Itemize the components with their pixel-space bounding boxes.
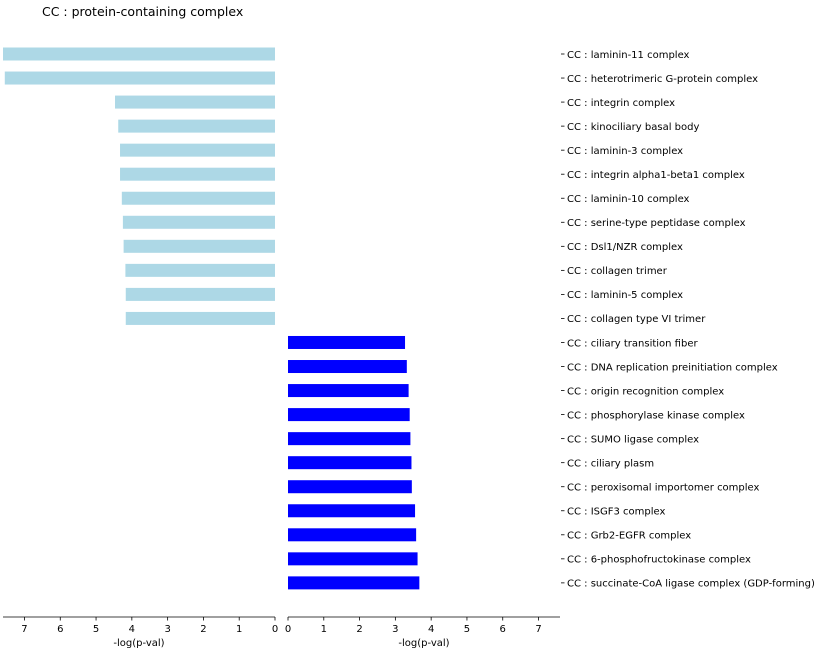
category-label: CC : kinociliary basal body <box>567 122 699 133</box>
bar <box>123 239 275 253</box>
x-tick-label: 4 <box>428 624 434 635</box>
bar <box>288 576 420 590</box>
x-tick-label: 1 <box>236 624 242 635</box>
x-tick-label: 3 <box>392 624 398 635</box>
x-tick-label: 5 <box>93 624 99 635</box>
x-tick-label: 4 <box>129 624 135 635</box>
x-tick-label: 3 <box>164 624 170 635</box>
x-tick-label: 0 <box>272 624 278 635</box>
x-tick-label: 7 <box>21 624 27 635</box>
bar <box>122 215 275 229</box>
bar <box>288 360 407 374</box>
bar <box>115 95 275 109</box>
category-label: CC : ciliary plasm <box>567 458 654 469</box>
left-x-axis-label: -log(p-val) <box>113 638 164 649</box>
category-label: CC : ISGF3 complex <box>567 507 665 518</box>
bar <box>288 456 412 470</box>
chart-title: CC : protein-containing complex <box>42 4 244 19</box>
bar <box>288 408 410 422</box>
category-label: CC : integrin complex <box>567 98 675 109</box>
x-tick-label: 5 <box>464 624 470 635</box>
category-label: CC : peroxisomal importomer complex <box>567 483 760 494</box>
bar <box>288 335 406 349</box>
category-label: CC : laminin-10 complex <box>567 194 690 205</box>
left-panel-bars <box>3 47 276 325</box>
bar <box>120 167 275 181</box>
bar <box>288 384 409 398</box>
right-x-axis-label: -log(p-val) <box>398 638 449 649</box>
category-label: CC : collagen type VI trimer <box>567 314 706 325</box>
right-panel-bars <box>288 335 420 590</box>
bar <box>288 480 412 494</box>
category-label: CC : origin recognition complex <box>567 386 724 397</box>
category-label: CC : 6-phosphofructokinase complex <box>567 555 751 566</box>
category-label: CC : integrin alpha1-beta1 complex <box>567 170 745 181</box>
x-tick-label: 2 <box>356 624 362 635</box>
category-label: CC : laminin-3 complex <box>567 146 683 157</box>
category-label: CC : SUMO ligase complex <box>567 434 699 445</box>
bar <box>118 119 276 133</box>
x-tick-label: 7 <box>535 624 541 635</box>
bar <box>288 432 411 446</box>
category-label: CC : Grb2-EGFR complex <box>567 531 691 542</box>
bar <box>4 71 276 85</box>
x-tick-label: 6 <box>500 624 506 635</box>
category-label: CC : ciliary transition fiber <box>567 338 698 349</box>
bar <box>288 552 418 566</box>
bar <box>3 47 275 61</box>
category-label: CC : heterotrimeric G-protein complex <box>567 74 758 85</box>
axes: 7 6 5 4 3 2 1 0 0 1 2 3 4 5 6 7 -log(p-val) -log(p-val) <box>3 616 560 649</box>
bar <box>125 263 276 277</box>
category-labels: CC : laminin-11 complex CC : heterotrimer… <box>561 50 815 590</box>
category-label: CC : succinate-CoA ligase complex (GDP-f… <box>567 579 815 590</box>
category-label: CC : serine-type peptidase complex <box>567 218 746 229</box>
x-tick-label: 0 <box>285 624 291 635</box>
category-label: CC : DNA replication preinitiation compl… <box>567 362 778 373</box>
x-tick-label: 2 <box>200 624 206 635</box>
bar <box>125 287 275 301</box>
category-label: CC : collagen trimer <box>567 266 668 277</box>
bar <box>125 311 275 325</box>
category-label: CC : phosphorylase kinase complex <box>567 410 745 421</box>
bar <box>121 191 276 205</box>
bar <box>288 528 417 542</box>
bar <box>288 504 416 518</box>
bar <box>120 143 275 157</box>
category-label: CC : laminin-5 complex <box>567 290 683 301</box>
category-label: CC : Dsl1/NZR complex <box>567 242 683 253</box>
category-label: CC : laminin-11 complex <box>567 50 690 61</box>
x-tick-label: 1 <box>321 624 327 635</box>
x-tick-label: 6 <box>57 624 63 635</box>
